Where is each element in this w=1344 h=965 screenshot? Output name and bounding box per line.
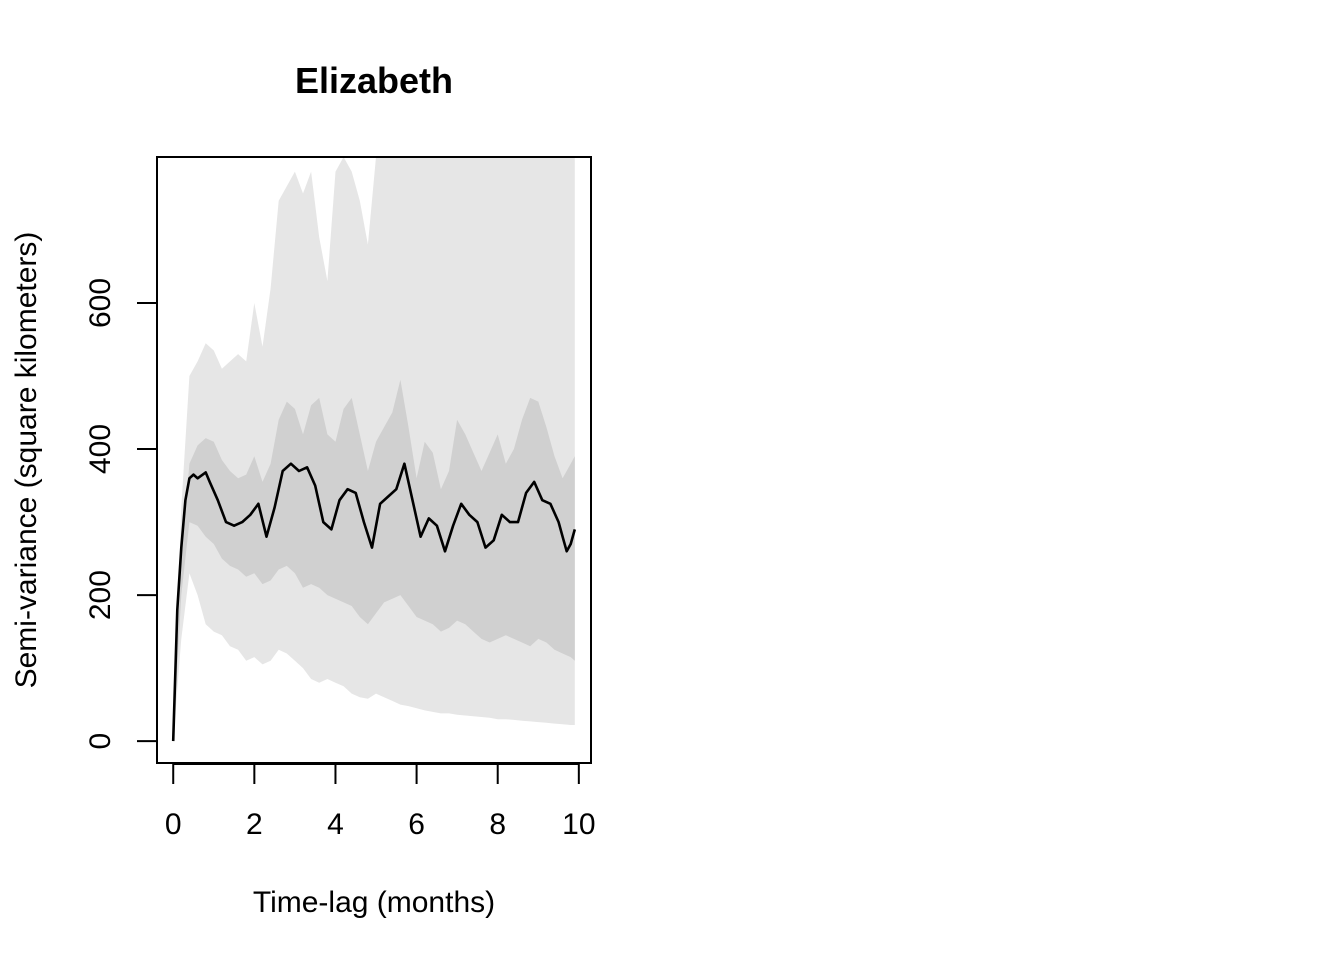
confidence-bands [173, 157, 575, 742]
x-tick-label: 2 [246, 808, 263, 841]
y-tick-label: 0 [84, 733, 117, 750]
x-tick-label: 6 [408, 808, 425, 841]
x-tick-label: 10 [562, 808, 595, 841]
y-tick-label: 400 [84, 424, 117, 474]
x-tick-label: 4 [327, 808, 344, 841]
y-tick-label: 600 [84, 278, 117, 328]
y-axis: 0 200 400 600 [84, 278, 158, 750]
x-axis-label: Time-lag (months) [253, 886, 495, 919]
estimate-line-layer [171, 462, 577, 742]
x-tick-label: 8 [489, 808, 506, 841]
y-tick-label: 200 [84, 570, 117, 620]
chart-title: Elizabeth [295, 60, 453, 101]
inner-confidence-band [173, 379, 575, 742]
x-tick-label: 0 [165, 808, 182, 841]
y-axis-label: Semi-variance (square kilometers) [10, 232, 43, 689]
x-axis: 0 2 4 6 8 10 [165, 763, 596, 841]
series-line-estimate [171, 462, 577, 742]
